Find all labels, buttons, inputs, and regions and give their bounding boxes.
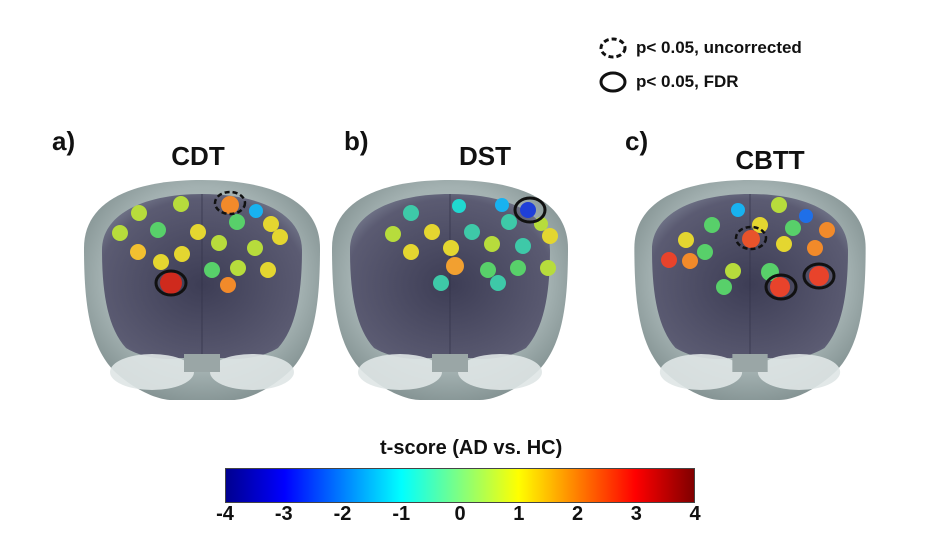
channel [661, 252, 677, 268]
channel [433, 275, 449, 291]
channel-significant [520, 202, 536, 218]
colorbar-tick-label: 1 [513, 503, 525, 525]
channel [697, 244, 713, 260]
channel [190, 224, 206, 240]
channel [131, 205, 147, 221]
channel [263, 216, 279, 232]
panel-b-letter: b) [344, 126, 369, 156]
uncorrected-marker [734, 225, 768, 251]
legend-label-uncorrected: p< 0.05, uncorrected [636, 38, 802, 57]
fdr-marker [802, 262, 836, 290]
dashed-circle-icon [599, 37, 627, 59]
channel [799, 209, 813, 223]
channel-significant [160, 272, 182, 294]
channel [819, 222, 835, 238]
channel [403, 205, 419, 221]
colorbar-tick-label: -4 [216, 503, 234, 525]
channels-panel-a [112, 190, 288, 297]
channel [510, 260, 526, 276]
channel [211, 235, 227, 251]
colorbar-tick-label: 0 [454, 503, 466, 525]
legend-item-uncorrected: p< 0.05, uncorrected [598, 33, 802, 63]
fdr-marker [513, 196, 547, 224]
channel [385, 226, 401, 242]
channel [443, 240, 459, 256]
colorbar-tick-label: 4 [689, 503, 701, 525]
channel [424, 224, 440, 240]
channel [272, 229, 288, 245]
panel-b-title: DST [459, 141, 511, 171]
colorbar-tick-label: 3 [630, 503, 642, 525]
channel [464, 224, 480, 240]
channel [150, 222, 166, 238]
channel [678, 232, 694, 248]
channel [785, 220, 801, 236]
channel [403, 244, 419, 260]
legend-label-fdr: p< 0.05, FDR [636, 72, 739, 91]
channel [112, 225, 128, 241]
channel-significant [770, 277, 790, 297]
channel [247, 240, 263, 256]
significance-legend: p< 0.05, uncorrected p< 0.05, FDR [598, 33, 802, 101]
channel [229, 214, 245, 230]
channel [501, 214, 517, 230]
colorbar-tick-label: -1 [392, 503, 411, 525]
channels-panel-b [385, 196, 558, 291]
channel [542, 228, 558, 244]
channel [682, 253, 698, 269]
channel [446, 257, 464, 275]
panel-c-letter: c) [625, 126, 649, 156]
fdr-marker [764, 273, 798, 301]
channel [771, 197, 787, 213]
panel-a-title: CDT [171, 141, 225, 171]
solid-circle-icon [599, 71, 627, 93]
channel [484, 236, 500, 252]
channel-significant [809, 266, 829, 286]
brain-panel-a [83, 179, 321, 401]
channel [173, 196, 189, 212]
channel [221, 196, 239, 214]
channel [452, 199, 466, 213]
uncorrected-marker [213, 190, 247, 216]
channel [716, 279, 732, 295]
panel-c-title: CBTT [735, 145, 805, 175]
legend-item-fdr: p< 0.05, FDR [598, 67, 802, 97]
colorbar [225, 468, 695, 503]
colorbar-tick-label: -2 [333, 503, 352, 525]
channels-panel-c [661, 197, 836, 301]
channel [260, 262, 276, 278]
channel [230, 260, 246, 276]
brain-panel-c [633, 179, 867, 401]
channel [153, 254, 169, 270]
channel [490, 275, 506, 291]
channel [776, 236, 792, 252]
panel-a-letter: a) [52, 126, 76, 156]
channel [480, 262, 496, 278]
channel [540, 260, 556, 276]
channel [704, 217, 720, 233]
channel [495, 198, 509, 212]
channel [174, 246, 190, 262]
channel [807, 240, 823, 256]
fdr-marker [154, 269, 188, 297]
channel [731, 203, 745, 217]
colorbar-title: t-score (AD vs. HC) [380, 437, 563, 459]
channel [130, 244, 146, 260]
channel [249, 204, 263, 218]
channel [752, 217, 768, 233]
channel [725, 263, 741, 279]
colorbar-tick-label: 2 [571, 503, 584, 525]
channel [515, 238, 531, 254]
channel [742, 230, 760, 248]
channel [204, 262, 220, 278]
channel [220, 277, 236, 293]
colorbar-tick-label: -3 [274, 503, 293, 525]
